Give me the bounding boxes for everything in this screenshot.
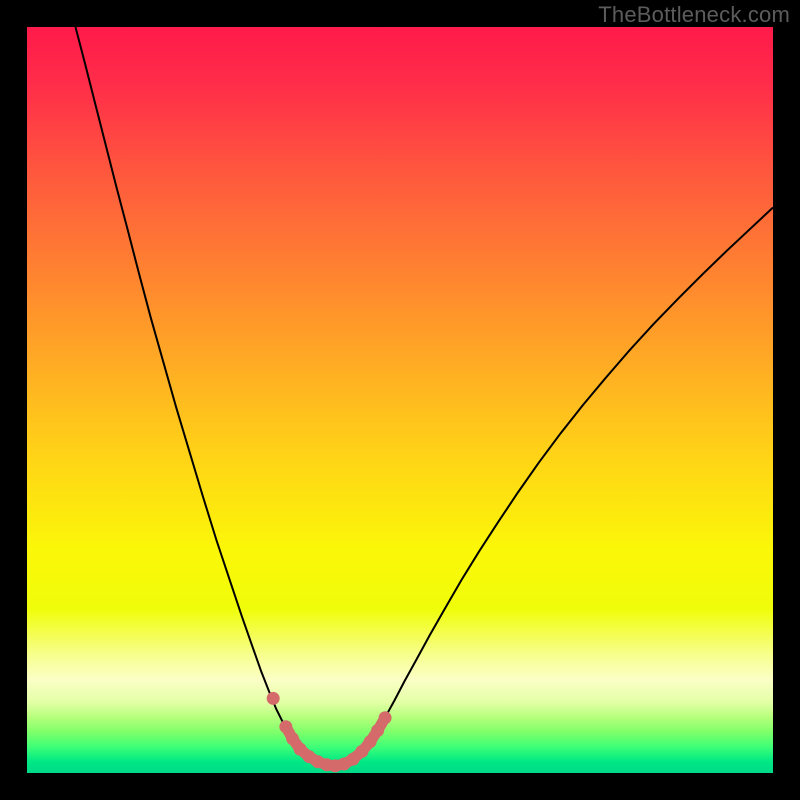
chart-container: TheBottleneck.com bbox=[0, 0, 800, 800]
isolated-dot bbox=[267, 692, 280, 705]
gradient-background bbox=[27, 27, 773, 773]
highlight-dot bbox=[286, 732, 299, 745]
plot-area bbox=[27, 27, 773, 773]
highlight-dot bbox=[379, 711, 392, 724]
highlight-dot bbox=[279, 720, 292, 733]
bottleneck-chart bbox=[27, 27, 773, 773]
watermark-text: TheBottleneck.com bbox=[598, 2, 790, 28]
highlight-dot bbox=[371, 724, 384, 737]
highlight-dot bbox=[364, 735, 377, 748]
